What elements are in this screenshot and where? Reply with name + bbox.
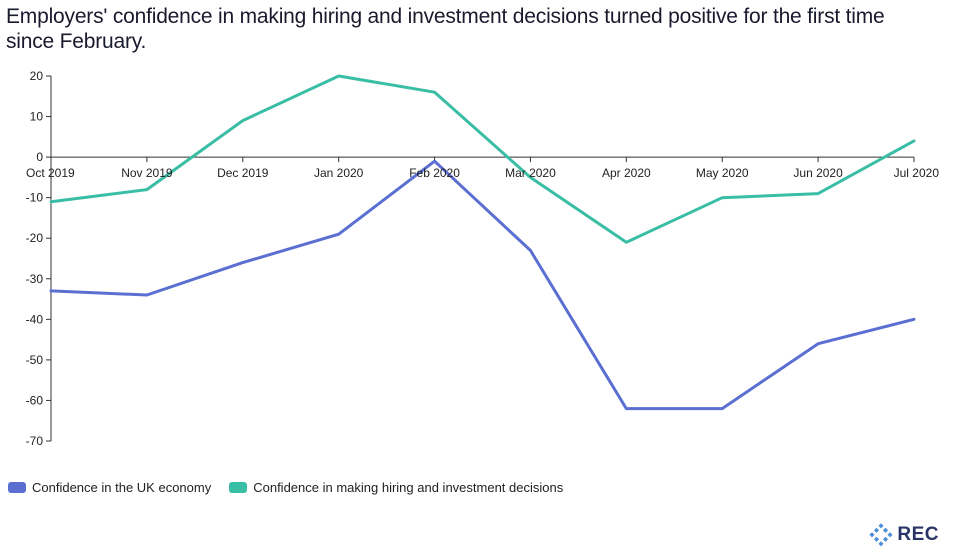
- data-point: [145, 188, 149, 192]
- y-tick-label: 10: [30, 110, 44, 124]
- x-tick-label: Mar 2020: [505, 166, 556, 180]
- legend-swatch-economy: [8, 482, 26, 493]
- data-point: [337, 232, 341, 236]
- y-tick-label: -70: [26, 434, 44, 448]
- data-point: [241, 261, 245, 265]
- rec-logo: REC: [869, 523, 939, 547]
- axes-group: [46, 75, 915, 442]
- y-tick-label: -60: [26, 393, 44, 407]
- data-point: [816, 342, 820, 346]
- legend-swatch-hiring: [229, 482, 248, 493]
- data-point: [624, 240, 628, 244]
- series-line-economy: [49, 159, 916, 411]
- data-point: [912, 139, 916, 143]
- y-tick-labels-group: 20 10 0 -10 -20 -30 -40 -50 -60 -70: [26, 69, 44, 448]
- y-tick-label: 0: [36, 150, 43, 164]
- y-tick-label: -40: [26, 312, 44, 326]
- x-tick-label: Jul 2020: [894, 166, 940, 180]
- legend-item-hiring[interactable]: Confidence in making hiring and investme…: [229, 480, 563, 495]
- data-point: [241, 119, 245, 123]
- data-point: [912, 317, 916, 321]
- legend-label-hiring: Confidence in making hiring and investme…: [253, 480, 564, 495]
- rec-logo-text: REC: [897, 524, 939, 545]
- y-tick-label: -30: [26, 272, 44, 286]
- x-tick-labels-group: Oct 2019 Nov 2019 Dec 2019 Jan 2020 Feb 2020…: [26, 166, 939, 180]
- y-tick-label: -50: [26, 353, 44, 367]
- chart-title: Employers' confidence in making hiring a…: [6, 5, 885, 53]
- legend-item-economy[interactable]: Confidence in the UK economy: [8, 480, 211, 495]
- rec-logo-icon: [869, 523, 893, 547]
- data-point: [720, 407, 724, 411]
- data-point: [528, 248, 532, 252]
- data-point: [145, 293, 149, 297]
- legend: Confidence in the UK economy Confidence …: [8, 480, 563, 495]
- data-point: [433, 90, 437, 94]
- data-point: [49, 289, 53, 293]
- series-line-hiring: [49, 74, 916, 244]
- data-point: [337, 74, 341, 78]
- data-point: [816, 192, 820, 196]
- x-tick-label: Apr 2020: [602, 166, 651, 180]
- legend-label-economy: Confidence in the UK economy: [32, 480, 212, 495]
- data-point: [624, 407, 628, 411]
- y-tick-label: -20: [26, 231, 44, 245]
- x-tick-label: Jan 2020: [314, 166, 364, 180]
- x-tick-label: May 2020: [696, 166, 749, 180]
- x-tick-label: Feb 2020: [409, 166, 460, 180]
- x-tick-label: Oct 2019: [26, 166, 75, 180]
- y-tick-label: 20: [30, 69, 44, 83]
- x-tick-label: Dec 2019: [217, 166, 269, 180]
- data-point: [720, 196, 724, 200]
- x-tick-label: Jun 2020: [793, 166, 843, 180]
- data-point: [49, 200, 53, 204]
- series-lines-group: [49, 74, 916, 411]
- x-tick-label: Nov 2019: [121, 166, 173, 180]
- y-tick-label: -10: [26, 191, 44, 205]
- data-point: [433, 159, 437, 163]
